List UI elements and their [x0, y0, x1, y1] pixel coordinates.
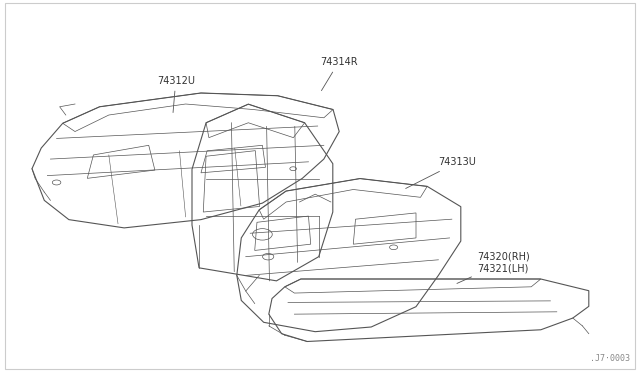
Text: 74320(RH)
74321(LH): 74320(RH) 74321(LH): [457, 252, 529, 283]
Text: 74312U: 74312U: [157, 76, 195, 113]
Text: 74313U: 74313U: [406, 157, 476, 189]
Text: .J7·0003: .J7·0003: [590, 354, 630, 363]
Text: 74314R: 74314R: [320, 57, 358, 91]
